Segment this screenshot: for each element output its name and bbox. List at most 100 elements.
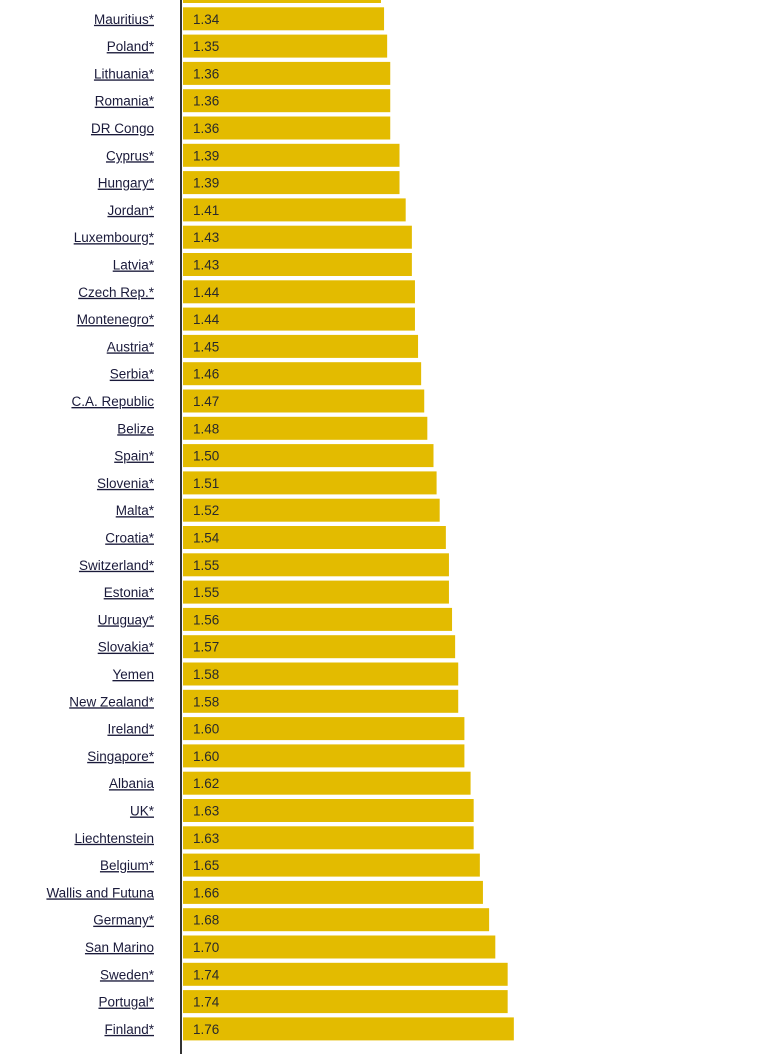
bar — [183, 962, 508, 986]
bar — [183, 334, 419, 358]
value-label: 1.39 — [193, 176, 219, 191]
value-label: 1.56 — [193, 612, 219, 627]
category-label[interactable]: Jordan* — [107, 203, 154, 218]
bar — [183, 116, 391, 140]
bar — [183, 253, 412, 276]
category-label[interactable]: Czech Rep.* — [78, 285, 155, 300]
category-label[interactable]: San Marino — [85, 940, 154, 955]
bar — [183, 908, 490, 932]
category-label[interactable]: Ireland* — [107, 722, 154, 737]
category-label[interactable]: UK* — [130, 804, 155, 819]
category-label[interactable]: Luxembourg* — [74, 230, 155, 245]
category-label[interactable]: New Zealand* — [69, 694, 155, 709]
category-label[interactable]: Spain* — [114, 449, 155, 464]
value-label: 1.45 — [193, 339, 219, 354]
value-label: 1.63 — [193, 831, 219, 846]
value-label: 1.36 — [193, 94, 219, 109]
value-label: 1.57 — [193, 640, 219, 655]
bar — [183, 1017, 514, 1041]
bar — [183, 990, 508, 1014]
bar — [183, 61, 391, 85]
bar — [183, 935, 496, 959]
value-label: 1.58 — [193, 694, 219, 709]
value-label: 1.52 — [193, 503, 219, 518]
value-label: 1.36 — [193, 66, 219, 81]
category-label[interactable]: Singapore* — [87, 749, 155, 764]
value-label: 1.35 — [193, 39, 219, 54]
bar — [183, 635, 456, 659]
bar — [183, 143, 400, 167]
bar — [183, 307, 415, 331]
category-label[interactable]: Portugal* — [98, 995, 154, 1010]
value-label: 1.55 — [193, 585, 219, 600]
category-label[interactable]: Serbia* — [110, 367, 155, 382]
value-label: 1.76 — [193, 1022, 219, 1037]
bar — [183, 717, 465, 741]
category-label[interactable]: Slovenia* — [97, 476, 155, 491]
bar — [183, 689, 459, 713]
value-label: 1.74 — [193, 995, 220, 1010]
category-label[interactable]: Lithuania* — [94, 66, 155, 81]
bar — [183, 416, 428, 440]
bar — [183, 498, 440, 522]
bar — [183, 198, 406, 222]
bar — [183, 880, 483, 904]
bar — [183, 389, 425, 413]
value-label: 1.60 — [193, 722, 219, 737]
bar — [183, 362, 422, 386]
value-label: 1.68 — [193, 913, 219, 928]
category-label[interactable]: Romania* — [95, 94, 155, 109]
value-label: 1.66 — [193, 885, 219, 900]
bar — [183, 171, 400, 195]
value-label: 1.62 — [193, 776, 219, 791]
value-label: 1.41 — [193, 203, 219, 218]
category-label[interactable]: Malta* — [116, 503, 155, 518]
value-label: 1.47 — [193, 394, 219, 409]
value-label: 1.48 — [193, 421, 219, 436]
bar — [183, 0, 381, 3]
bar — [183, 826, 474, 850]
category-label[interactable]: Switzerland* — [79, 558, 155, 573]
value-label: 1.46 — [193, 367, 219, 382]
category-label[interactable]: Finland* — [104, 1022, 154, 1037]
bar — [183, 799, 474, 822]
category-label[interactable]: Uruguay* — [98, 612, 155, 627]
category-label[interactable]: C.A. Republic — [71, 394, 154, 409]
value-label: 1.58 — [193, 667, 219, 682]
category-label[interactable]: Mauritius* — [94, 12, 155, 27]
category-label[interactable]: DR Congo — [91, 121, 154, 136]
bar — [183, 853, 480, 877]
category-label[interactable]: Croatia* — [105, 531, 155, 546]
category-label[interactable]: Austria* — [107, 339, 155, 354]
value-label: 1.74 — [193, 967, 220, 982]
category-label[interactable]: Belgium* — [100, 858, 155, 873]
category-label[interactable]: Yemen — [112, 667, 154, 682]
category-label[interactable]: Liechtenstein — [74, 831, 154, 846]
value-label: 1.43 — [193, 230, 219, 245]
category-label[interactable]: Slovakia* — [98, 640, 155, 655]
category-label[interactable]: Wallis and Futuna — [46, 885, 154, 900]
category-label[interactable]: Montenegro* — [77, 312, 155, 327]
bar — [183, 34, 388, 58]
category-label[interactable]: Hungary* — [98, 176, 155, 191]
bar — [183, 280, 415, 304]
bar — [183, 526, 446, 549]
category-label[interactable]: Cyprus* — [106, 148, 155, 163]
category-label[interactable]: Estonia* — [104, 585, 155, 600]
value-label: 1.44 — [193, 312, 220, 327]
bar — [183, 225, 412, 249]
category-label[interactable]: Poland* — [107, 39, 155, 54]
bar — [183, 662, 459, 686]
category-label[interactable]: Sweden* — [100, 967, 155, 982]
value-label: 1.43 — [193, 258, 219, 273]
category-label[interactable]: Albania — [109, 776, 155, 791]
category-label[interactable]: Belize — [117, 421, 154, 436]
value-label: 1.36 — [193, 121, 219, 136]
category-label[interactable]: Latvia* — [113, 258, 155, 273]
category-label[interactable]: Germany* — [93, 913, 155, 928]
value-label: 1.50 — [193, 449, 219, 464]
value-label-group: 1.34 1.35 1.36 1.36 1.36 1.39 1.39 1.41 1.43 1.43… — [193, 12, 220, 1037]
category-label-group: IsraelMauritius*Poland*Lithuania*Romania… — [46, 12, 155, 1037]
value-label: 1.39 — [193, 148, 219, 163]
